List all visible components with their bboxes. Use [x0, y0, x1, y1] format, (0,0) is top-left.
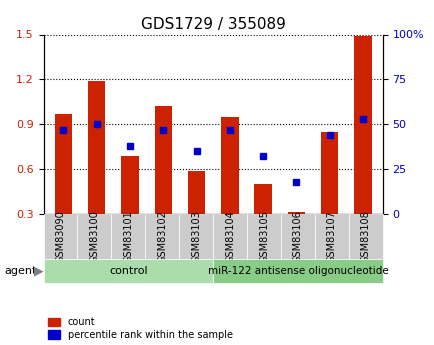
FancyBboxPatch shape	[179, 214, 213, 259]
Title: GDS1729 / 355089: GDS1729 / 355089	[140, 17, 285, 32]
Text: miR-122 antisense oligonucleotide: miR-122 antisense oligonucleotide	[207, 266, 388, 276]
FancyBboxPatch shape	[247, 214, 280, 259]
Text: GSM83104: GSM83104	[225, 210, 234, 263]
FancyBboxPatch shape	[77, 214, 111, 259]
FancyBboxPatch shape	[213, 259, 382, 283]
Bar	[154, 106, 171, 259]
Bar	[353, 36, 371, 259]
Text: GSM83103: GSM83103	[191, 210, 201, 263]
Text: agent: agent	[4, 266, 36, 276]
FancyBboxPatch shape	[43, 214, 77, 259]
FancyBboxPatch shape	[348, 214, 382, 259]
Text: GSM83102: GSM83102	[157, 210, 167, 263]
Text: GSM83108: GSM83108	[360, 210, 370, 263]
Bar	[55, 114, 72, 259]
Text: GSM83106: GSM83106	[293, 210, 302, 263]
Bar	[88, 81, 105, 259]
FancyBboxPatch shape	[280, 214, 314, 259]
Bar	[220, 117, 238, 259]
Text: ▶: ▶	[34, 264, 43, 277]
FancyBboxPatch shape	[314, 214, 348, 259]
Text: GSM83090: GSM83090	[56, 210, 65, 263]
Bar	[320, 132, 338, 259]
Bar	[287, 213, 304, 259]
FancyBboxPatch shape	[111, 214, 145, 259]
Text: GSM83100: GSM83100	[89, 210, 99, 263]
Text: GSM83107: GSM83107	[326, 210, 336, 263]
Bar	[121, 156, 138, 259]
FancyBboxPatch shape	[145, 214, 179, 259]
Text: GSM83101: GSM83101	[123, 210, 133, 263]
Text: control: control	[109, 266, 147, 276]
Legend: count, percentile rank within the sample: count, percentile rank within the sample	[48, 317, 232, 340]
Text: GSM83105: GSM83105	[259, 210, 268, 263]
Bar	[254, 184, 271, 259]
Bar	[187, 170, 205, 259]
FancyBboxPatch shape	[43, 259, 213, 283]
FancyBboxPatch shape	[213, 214, 247, 259]
